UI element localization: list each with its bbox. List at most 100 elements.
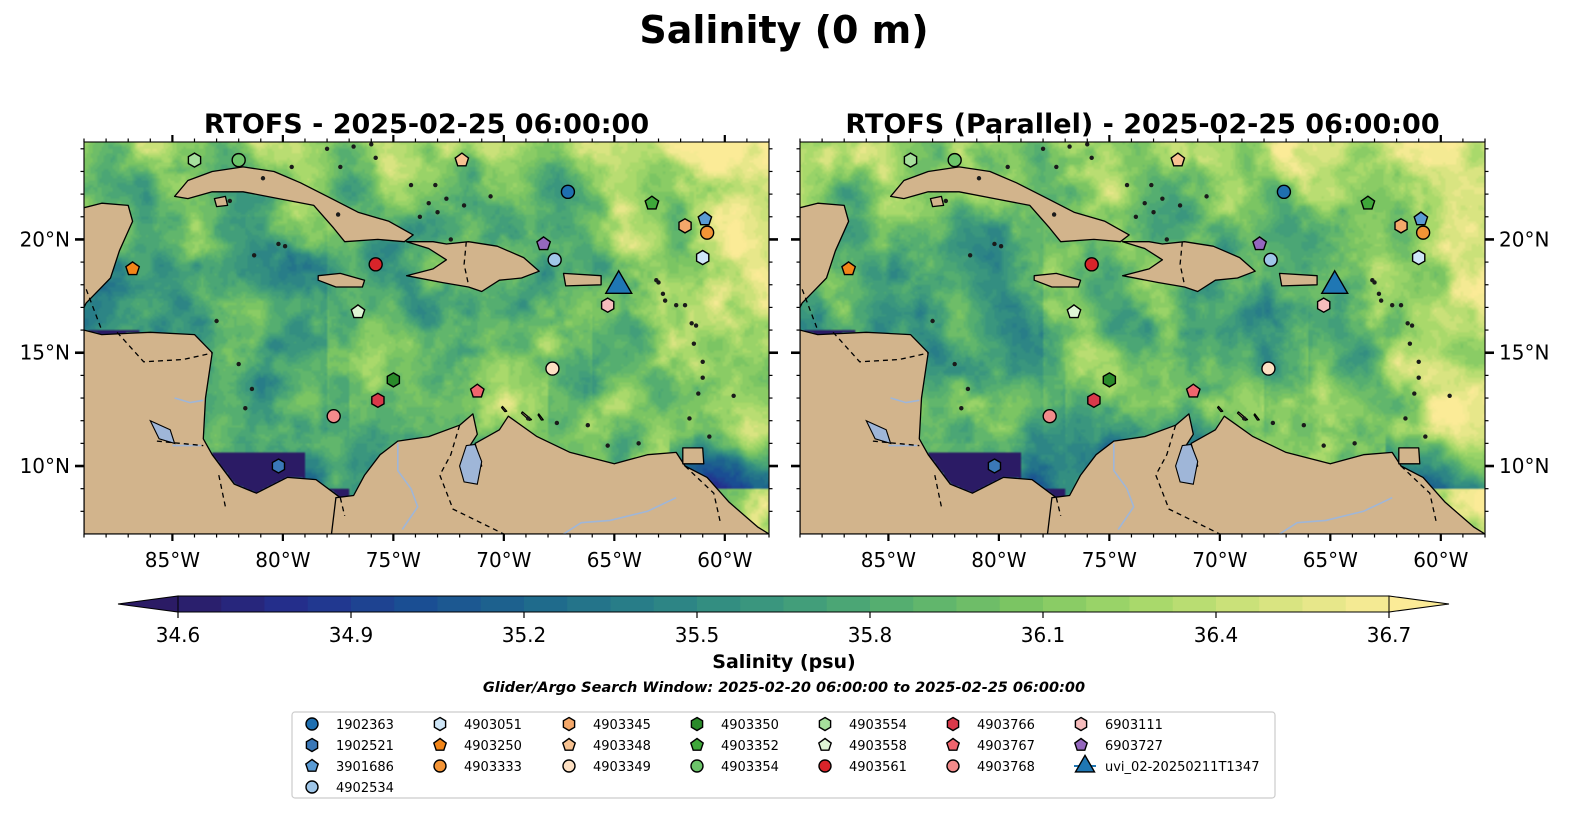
small-island	[731, 393, 736, 398]
float-marker-4903768	[1042, 408, 1057, 424]
float-marker-1902521	[271, 458, 286, 474]
legend-marker-circle	[690, 759, 704, 773]
legend-item-4903345: 4903345	[562, 716, 651, 733]
small-island	[1398, 302, 1404, 308]
legend-item-6903727: 6903727	[1073, 737, 1163, 754]
small-island	[324, 146, 330, 151]
legend-marker-hexagon	[946, 716, 960, 732]
float-marker-4903350	[386, 372, 401, 388]
small-island	[1403, 416, 1408, 421]
y-tick-label: 15°N	[20, 341, 70, 365]
colorbar: 34.6 34.9 35.2 35.5 35.8 36.1 36.4 36.7	[117, 595, 1450, 647]
x-tick-label: 70°W	[476, 548, 531, 572]
legend-label: 6903111	[1105, 718, 1163, 733]
small-island	[1376, 291, 1382, 297]
search-window-caption: Glider/Argo Search Window: 2025-02-20 06…	[483, 680, 1085, 696]
small-island	[435, 210, 440, 215]
land-puertoRico	[562, 272, 602, 287]
legend-marker-pentagon	[561, 737, 577, 751]
legend-marker-circle	[946, 759, 960, 773]
small-island	[1085, 142, 1090, 147]
small-island	[249, 386, 255, 392]
legend-marker-hexagon	[305, 737, 319, 753]
map-area	[84, 142, 769, 534]
land-yucatan	[800, 202, 850, 309]
small-island	[707, 434, 712, 439]
small-island	[998, 244, 1004, 249]
land-trinidad	[1398, 447, 1421, 465]
legend-label: 4903766	[977, 718, 1035, 733]
legend-label: 4903051	[464, 718, 522, 733]
small-island	[488, 194, 493, 199]
colorbar-tick-label: 36.1	[1021, 623, 1066, 647]
small-island	[965, 386, 971, 392]
legend-marker-hexagon	[818, 716, 832, 732]
river	[1279, 496, 1393, 534]
legend-item-4903348: 4903348	[561, 737, 651, 754]
colorbar-tick-label: 35.2	[502, 623, 547, 647]
colorbar-segment	[264, 596, 309, 612]
legend-label: 4903767	[977, 739, 1035, 754]
land-isleOfYouth	[213, 195, 229, 208]
legend-marker-pentagon	[817, 737, 833, 751]
x-tick-label: 75°W	[1082, 548, 1137, 572]
legend-label: 4903554	[849, 718, 907, 733]
small-island	[236, 361, 241, 367]
legend-item-4903051: 4903051	[433, 716, 522, 733]
map-panels: RTOFS - 2025-02-25 06:00:00 85°W 80°W 75°W 7…	[20, 109, 1550, 572]
land-southAmerica	[330, 413, 769, 534]
small-island	[335, 212, 341, 217]
colorbar-tick-label: 36.7	[1367, 623, 1412, 647]
small-island	[408, 182, 414, 188]
small-island	[525, 416, 531, 421]
legend-label: 6903727	[1105, 739, 1163, 754]
colorbar-segment	[956, 596, 1001, 612]
small-island	[992, 241, 997, 247]
small-island	[289, 164, 294, 170]
legend-label: 4903352	[721, 739, 779, 754]
small-island	[967, 253, 973, 258]
small-island	[1389, 302, 1395, 308]
land-bonaire	[537, 413, 544, 421]
country-border	[85, 289, 103, 331]
legend: 1902363 1902521 3901686 4902534 4903051 49032…	[291, 711, 1276, 799]
float-marker-4903354	[947, 152, 962, 168]
float-marker-4903766	[1087, 392, 1101, 409]
small-island	[260, 176, 266, 181]
small-island	[417, 214, 423, 219]
y-tick-label: 20°N	[1499, 227, 1549, 251]
small-island	[1151, 210, 1156, 215]
land-jamaica	[1033, 272, 1082, 288]
float-marker-uvi_02-20250211T1347	[604, 269, 633, 294]
float-marker-4903554	[187, 152, 202, 168]
legend-marker-circle	[305, 780, 319, 794]
x-tick-label: 60°W	[697, 548, 752, 572]
small-island	[1160, 196, 1165, 201]
float-marker-4903333	[1415, 225, 1431, 240]
float-marker-6903111	[1316, 297, 1331, 314]
small-island	[691, 341, 697, 346]
x-tick-label: 60°W	[1413, 548, 1468, 572]
figure-suptitle: Salinity (0 m)	[639, 8, 928, 52]
lake-maracaibo	[1175, 443, 1199, 485]
land-isleOfYouth	[929, 195, 945, 208]
colorbar-segment	[913, 596, 958, 612]
land-cuba	[173, 166, 414, 243]
small-island	[1164, 237, 1170, 242]
legend-label: 4903561	[849, 760, 907, 775]
legend-label: 4903354	[721, 760, 779, 775]
legend-label: 4903349	[593, 760, 651, 775]
float-marker-4903768	[326, 408, 341, 424]
country-border	[156, 440, 204, 447]
river	[563, 496, 677, 534]
colorbar-label: Salinity (psu)	[712, 651, 855, 673]
small-island	[1378, 298, 1384, 303]
small-island	[214, 318, 219, 324]
x-tick-label: 65°W	[1303, 548, 1358, 572]
colorbar-segment	[1345, 596, 1390, 612]
legend-marker-triangle	[1074, 753, 1096, 773]
colorbar-segment	[351, 596, 395, 612]
legend-item-4903766: 4903766	[946, 716, 1035, 733]
country-border	[439, 425, 506, 534]
float-marker-6903727	[1252, 236, 1268, 251]
